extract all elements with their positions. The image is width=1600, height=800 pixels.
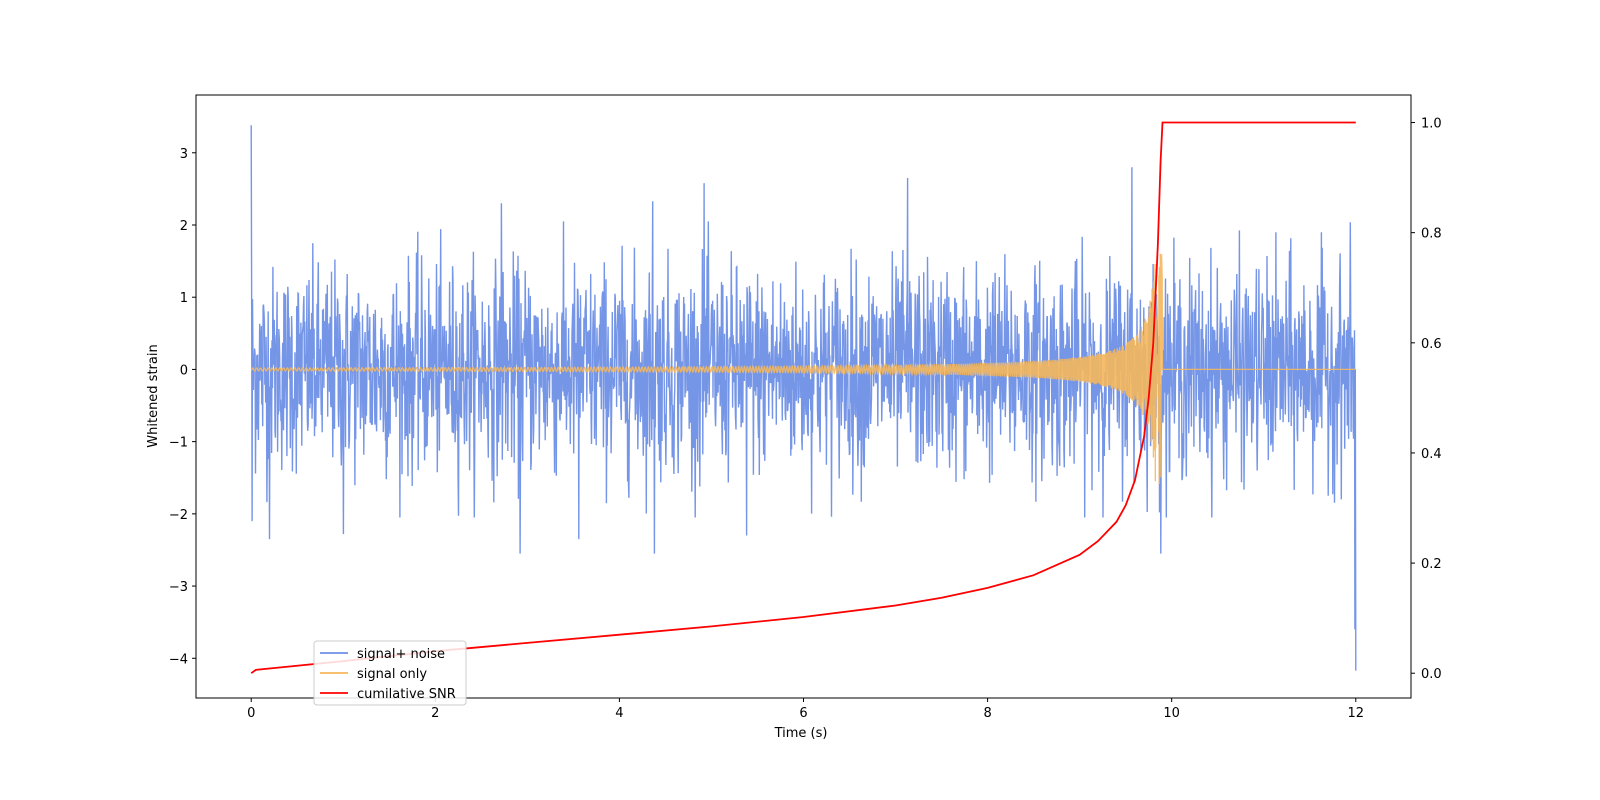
y-axis-left: −4 −3 −2 −1 0 1 2 3	[169, 147, 196, 667]
x-tick-label: 8	[983, 706, 991, 721]
x-tick-label: 4	[615, 706, 623, 721]
y-axis-label: Whitened strain	[146, 344, 161, 447]
series-signal-only	[250, 253, 1356, 485]
y-axis-right: 0.0 0.2 0.4 0.6 0.8 1.0	[1411, 117, 1442, 682]
series-cumulative-snr	[250, 121, 1356, 674]
y-tick-label: 3	[180, 147, 188, 162]
plot-area	[250, 121, 1357, 674]
legend-label: signal+ noise	[357, 647, 445, 662]
y2-tick-label: 0.2	[1421, 557, 1442, 572]
x-tick-label: 12	[1347, 706, 1364, 721]
y2-tick-label: 0.8	[1421, 227, 1442, 242]
y-tick-label: −2	[169, 508, 188, 523]
x-axis-label: Time (s)	[774, 726, 828, 741]
y-tick-label: 2	[180, 219, 188, 234]
legend: signal+ noise signal only cumilative SNR	[313, 640, 467, 706]
y2-tick-label: 0.4	[1421, 447, 1442, 462]
y-tick-label: 0	[180, 363, 188, 378]
y2-tick-label: 0.6	[1421, 337, 1442, 352]
legend-label: cumilative SNR	[357, 687, 456, 702]
y2-tick-label: 0.0	[1421, 667, 1442, 682]
legend-box	[313, 640, 467, 706]
series-signal-noise	[250, 125, 1357, 671]
y2-tick-label: 1.0	[1421, 117, 1442, 132]
legend-label: signal only	[357, 667, 427, 682]
y-tick-label: −3	[169, 580, 188, 595]
x-tick-label: 2	[431, 706, 439, 721]
y-tick-label: −4	[169, 652, 188, 667]
x-tick-label: 0	[247, 706, 255, 721]
x-tick-label: 10	[1163, 706, 1180, 721]
x-tick-label: 6	[799, 706, 807, 721]
y-tick-label: 1	[180, 291, 188, 306]
y-tick-label: −1	[169, 436, 188, 451]
